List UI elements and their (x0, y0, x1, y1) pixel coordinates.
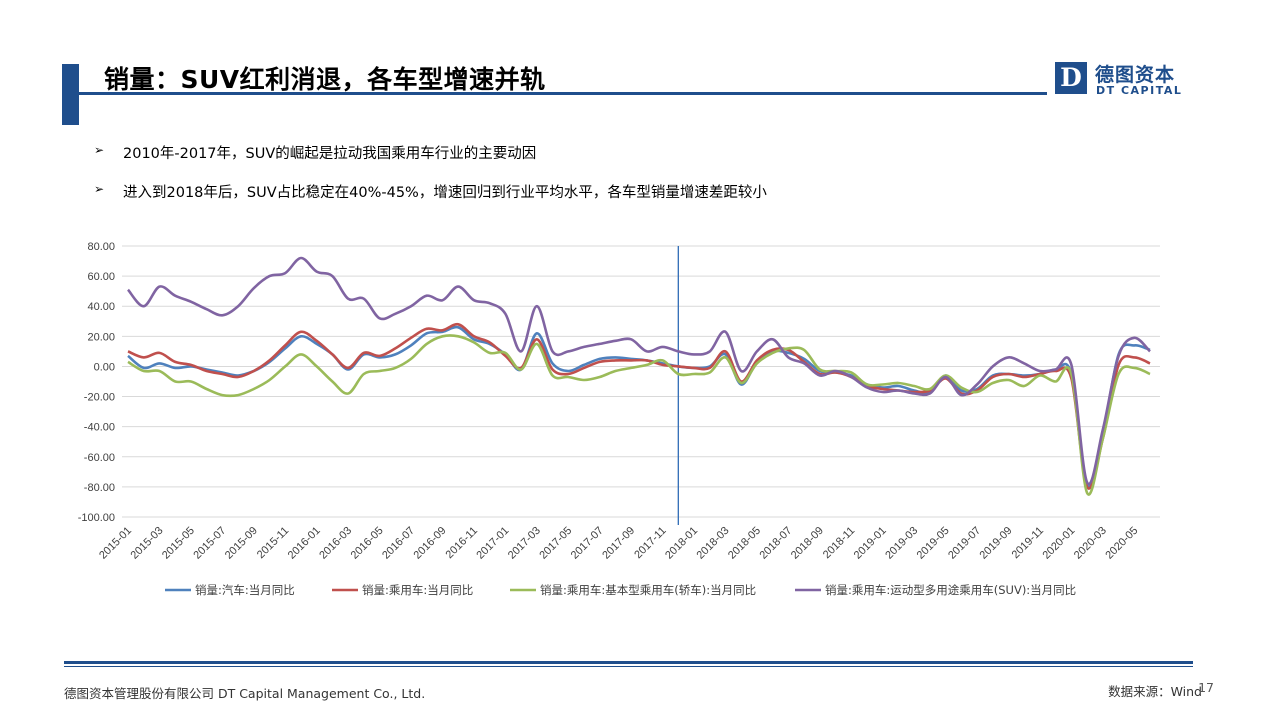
x-tick-label: 2017-11 (632, 525, 668, 561)
y-tick-label: 60.00 (87, 271, 115, 283)
y-tick-label: -100.00 (78, 512, 115, 524)
legend-label: 销量:汽车:当月同比 (195, 583, 295, 597)
x-tick-label: 2019-09 (978, 525, 1015, 562)
x-tick-label: 2017-09 (600, 525, 637, 562)
series-line-3 (127, 334, 1151, 496)
series-line-4 (126, 256, 1151, 486)
logo-mark-icon: D (1055, 62, 1087, 94)
legend-label: 销量:乘用车:基本型乘用车(轿车):当月同比 (540, 583, 756, 597)
x-tick-label: 2018-01 (663, 525, 700, 562)
y-tick-label: -20.00 (84, 392, 115, 404)
x-tick-label: 2016-09 (412, 525, 449, 562)
x-tick-label: 2015-03 (129, 525, 166, 562)
y-tick-label: -80.00 (84, 482, 115, 494)
title-underline (79, 92, 1047, 95)
x-tick-label: 2017-07 (569, 525, 606, 562)
y-tick-label: -40.00 (84, 422, 115, 434)
page-title: 销量：SUV红利消退，各车型增速并轨 (104, 65, 546, 94)
x-tick-label: 2019-03 (883, 525, 920, 562)
y-tick-label: 80.00 (87, 241, 115, 253)
footer-source: 数据来源：Wind (1108, 684, 1202, 699)
x-tick-label: 2016-05 (349, 525, 386, 562)
page-number: 17 (1198, 680, 1214, 695)
x-tick-label: 2017-03 (506, 525, 543, 562)
y-tick-label: -60.00 (84, 452, 115, 464)
x-tick-label: 2016-03 (317, 525, 354, 562)
x-tick-label: 2015-01 (97, 525, 134, 562)
y-tick-label: 20.00 (87, 331, 115, 343)
bullet-item: ➢ 2010年-2017年，SUV的崛起是拉动我国乘用车行业的主要动因 (94, 142, 767, 162)
x-tick-label: 2019-07 (946, 525, 983, 562)
series-line-2 (127, 322, 1151, 490)
footer-company: 德图资本管理股份有限公司 DT Capital Management Co., … (64, 686, 426, 701)
x-tick-label: 2019-05 (915, 525, 952, 562)
x-tick-label: 2020-05 (1103, 525, 1140, 562)
logo-chinese-name: 德图资本 (1095, 64, 1176, 86)
series-line-1 (127, 325, 1151, 489)
legend-label: 销量:乘用车:运动型多用途乘用车(SUV):当月同比 (825, 583, 1076, 597)
bullet-item: ➢ 进入到2018年后，SUV占比稳定在40%-45%，增速回归到行业平均水平，… (94, 181, 767, 201)
x-tick-label: 2019-11 (1010, 525, 1046, 561)
x-tick-label: 2015-07 (191, 525, 228, 562)
x-tick-label: 2017-05 (537, 525, 574, 562)
title-accent-bar (62, 64, 79, 125)
x-tick-label: 2018-05 (726, 525, 763, 562)
x-tick-label: 2016-11 (444, 525, 480, 561)
x-tick-label: 2018-03 (695, 525, 732, 562)
dt-capital-logo: D 德图资本 DT CAPITAL (1055, 62, 1190, 98)
x-tick-label: 2018-09 (789, 525, 826, 562)
y-tick-label: 0.00 (94, 361, 115, 373)
yoy-sales-line-chart: 80.00 60.00 40.00 20.00 0.00 -20.00 -40.00 -60.… (78, 241, 1160, 597)
bullet-list: ➢ 2010年-2017年，SUV的崛起是拉动我国乘用车行业的主要动因 ➢ 进入… (94, 142, 767, 220)
bullet-text: 2010年-2017年，SUV的崛起是拉动我国乘用车行业的主要动因 (123, 146, 537, 162)
x-tick-label: 2016-07 (380, 525, 417, 562)
footer-rule (64, 661, 1193, 664)
x-tick-label: 2020-01 (1040, 525, 1077, 562)
logo-english-name: DT CAPITAL (1096, 84, 1183, 97)
y-tick-label: 40.00 (87, 301, 115, 313)
x-tick-label: 2015-05 (160, 525, 197, 562)
arrow-bullet-icon: ➢ (94, 182, 105, 196)
x-tick-label: 2016-01 (286, 525, 323, 562)
x-tick-label: 2015-11 (255, 525, 291, 561)
footer-rule-thin (64, 666, 1193, 667)
arrow-bullet-icon: ➢ (94, 143, 105, 157)
x-tick-label: 2018-07 (757, 525, 794, 562)
bullet-text: 进入到2018年后，SUV占比稳定在40%-45%，增速回归到行业平均水平，各车… (123, 185, 767, 201)
x-tick-label: 2015-09 (223, 525, 260, 562)
x-tick-label: 2020-03 (1072, 525, 1109, 562)
x-tick-label: 2017-01 (474, 525, 511, 562)
legend-label: 销量:乘用车:当月同比 (362, 583, 473, 597)
x-tick-label: 2018-11 (821, 525, 857, 561)
x-tick-label: 2019-01 (852, 525, 889, 562)
